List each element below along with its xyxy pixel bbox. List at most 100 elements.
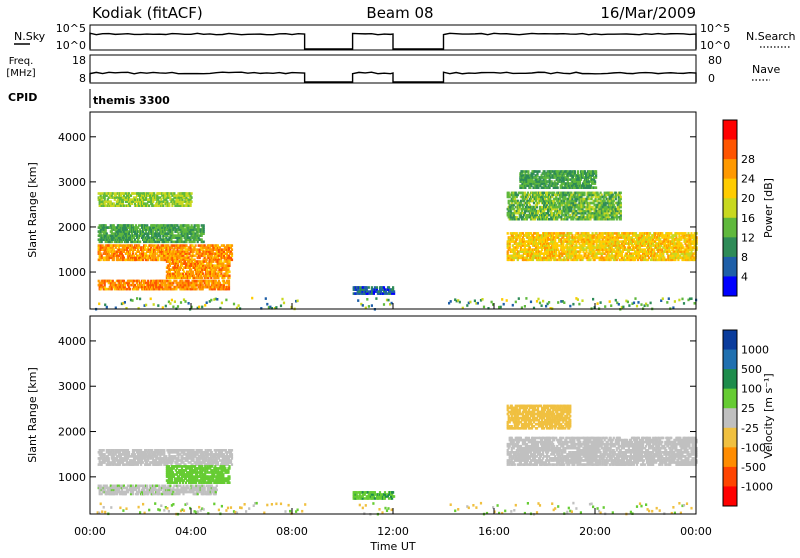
data-cell <box>168 192 170 195</box>
data-cell <box>198 244 200 247</box>
data-cell <box>231 259 233 262</box>
data-cell <box>203 241 205 244</box>
data-cell <box>577 246 579 249</box>
data-cell <box>624 259 626 262</box>
data-cell <box>123 192 125 195</box>
data-cell <box>228 260 230 263</box>
freq-tick-top: 18 <box>72 54 86 67</box>
data-cell <box>530 248 532 251</box>
data-cell <box>114 250 116 253</box>
data-cell <box>112 192 114 195</box>
data-cell <box>120 244 122 247</box>
data-cell <box>191 200 193 203</box>
data-cell <box>110 200 112 203</box>
data-cell <box>619 240 621 243</box>
data-cell <box>123 204 125 207</box>
data-cell <box>145 244 147 247</box>
data-cell <box>231 248 233 251</box>
data-cell <box>533 202 535 205</box>
data-cell <box>190 268 192 271</box>
data-cell <box>548 218 550 221</box>
data-cell <box>139 241 141 244</box>
data-cell <box>160 198 162 201</box>
data-cell <box>138 192 140 195</box>
data-cell <box>520 200 522 203</box>
data-cell <box>167 244 169 247</box>
data-cell <box>197 248 199 251</box>
data-cell <box>158 200 160 203</box>
data-cell <box>133 192 135 195</box>
date-title: 16/Mar/2009 <box>600 4 696 22</box>
data-cell <box>534 232 536 235</box>
data-cell <box>690 232 692 235</box>
data-cell <box>198 234 200 237</box>
nave-label: Nave <box>752 63 780 76</box>
data-cell <box>556 242 558 245</box>
data-cell <box>231 244 233 247</box>
data-cell <box>537 232 539 235</box>
data-cell <box>556 259 558 262</box>
freq-unit: [MHz] <box>6 68 35 79</box>
data-cell <box>175 234 177 237</box>
data-cell <box>112 280 114 283</box>
data-cell <box>544 212 546 215</box>
freq-tick-bottom: 8 <box>79 72 86 85</box>
data-cell <box>221 248 223 251</box>
freq-panel: Freq. [MHz] 18 8 80 0 Nave <box>6 54 780 85</box>
data-cell <box>196 280 198 283</box>
data-cell <box>678 232 680 235</box>
data-cell <box>169 196 171 199</box>
data-cell <box>120 248 122 251</box>
data-cell <box>169 280 171 283</box>
data-cell <box>516 232 518 235</box>
data-cell <box>563 246 565 249</box>
data-cell <box>589 259 591 262</box>
data-cell <box>183 271 185 274</box>
nsky-panel: N.Sky 10^5 10^0 10^5 10^0 N.Search <box>14 22 796 52</box>
nsky-trace <box>90 33 696 49</box>
data-cell <box>100 244 102 247</box>
data-cell <box>521 248 523 251</box>
data-cell <box>177 192 179 195</box>
data-cell <box>194 280 196 283</box>
data-cell <box>592 232 594 235</box>
data-cell <box>508 200 510 203</box>
data-cell <box>110 280 112 283</box>
data-cell <box>134 284 136 287</box>
data-cell <box>185 192 187 195</box>
cpid-value: themis 3300 <box>93 94 170 107</box>
data-cell <box>541 206 543 209</box>
data-cell <box>125 259 127 262</box>
data-cell <box>629 246 631 249</box>
data-cell <box>129 288 131 291</box>
data-cell <box>612 255 614 258</box>
data-cell <box>175 280 177 283</box>
data-cell <box>177 260 179 263</box>
station-title: Kodiak (fitACF) <box>92 4 203 22</box>
data-cell <box>228 275 230 278</box>
data-cell <box>212 260 214 263</box>
data-cell <box>191 192 193 195</box>
data-cell <box>649 232 651 235</box>
data-cell <box>569 236 571 239</box>
data-cell <box>184 260 186 263</box>
data-cell <box>654 232 656 235</box>
data-cell <box>625 248 627 251</box>
data-cell <box>548 238 550 241</box>
data-cell <box>162 244 164 247</box>
data-cell <box>170 268 172 271</box>
data-cell <box>583 192 585 195</box>
nsky-tick-top: 10^5 <box>56 22 86 35</box>
data-cell <box>660 240 662 243</box>
power-data-points <box>95 170 698 310</box>
data-cell <box>191 196 193 199</box>
data-cell <box>207 271 209 274</box>
data-cell <box>196 288 198 291</box>
data-cell <box>629 232 631 235</box>
data-cell <box>138 244 140 247</box>
data-cell <box>106 288 108 291</box>
data-cell <box>135 241 137 244</box>
data-cell <box>626 242 628 245</box>
